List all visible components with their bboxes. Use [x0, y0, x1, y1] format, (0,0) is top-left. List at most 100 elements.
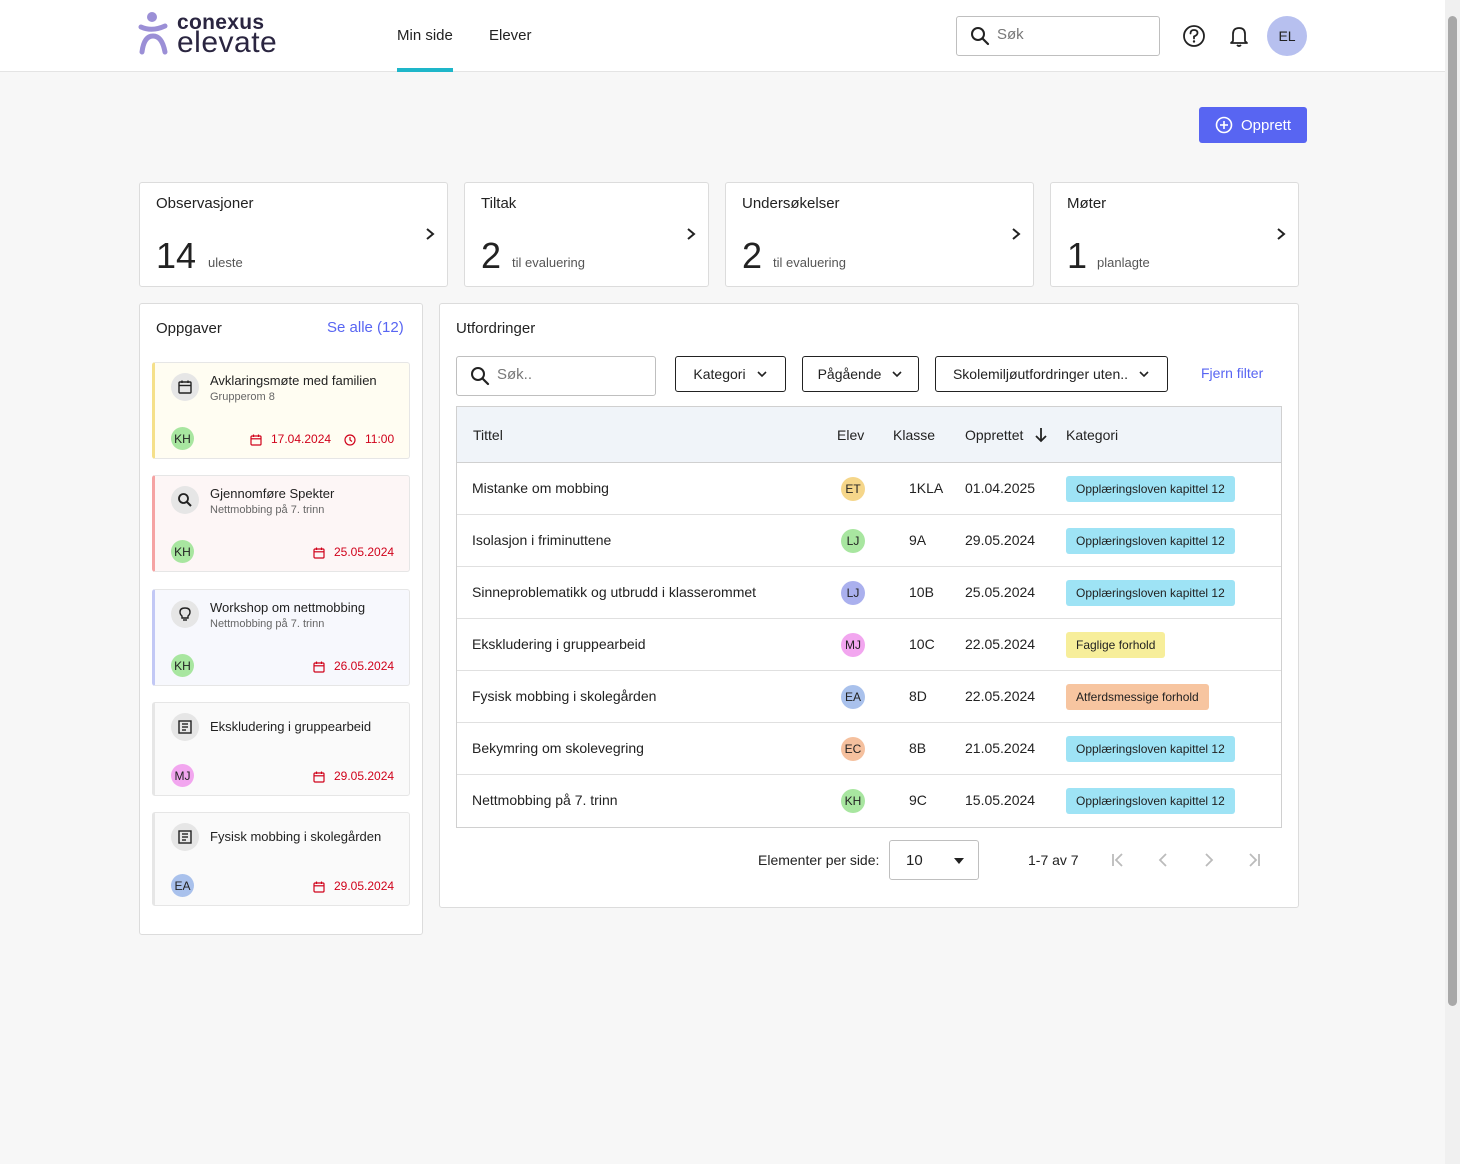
create-button-label: Opprett [1240, 116, 1292, 134]
create-button[interactable]: Opprett [1199, 107, 1307, 143]
task-card[interactable]: Avklaringsmøte med familien Grupperom 8 KH… [152, 362, 410, 459]
row-title: Mistanke om mobbing [472, 480, 609, 496]
chevron-down-icon [757, 371, 767, 378]
task-card[interactable]: Ekskludering i gruppearbeid MJ 29.05.2024 [152, 702, 410, 796]
table-row[interactable]: Nettmobbing på 7. trinn KH 9C 15.05.2024 Opp… [457, 775, 1281, 827]
table-header: Tittel Elev Klasse Opprettet Kategori [457, 407, 1281, 463]
avatar: KH [171, 540, 194, 563]
per-page-label: Elementer per side: [758, 852, 880, 868]
card-tiltak[interactable]: Tiltak 2 til evaluering [464, 182, 709, 287]
avatar: KH [841, 789, 865, 813]
task-card[interactable]: Gjennomføre Spekter Nettmobbing på 7. tri… [152, 475, 410, 572]
plus-circle-icon [1215, 116, 1233, 134]
card-moter[interactable]: Møter 1 planlagte [1050, 182, 1299, 287]
column-header-kategori[interactable]: Kategori [1066, 427, 1119, 443]
table-row[interactable]: Fysisk mobbing i skolegården EA 8D 22.05.20… [457, 671, 1281, 723]
sort-arrow-down-icon[interactable] [1034, 427, 1048, 443]
task-card[interactable]: Fysisk mobbing i skolegården EA 29.05.2024 [152, 812, 410, 906]
task-subtitle: Nettmobbing på 7. trinn [210, 618, 325, 630]
nav-tab-elever[interactable]: Elever [489, 27, 532, 72]
clear-filter-link[interactable]: Fjern filter [1201, 365, 1264, 381]
table-row[interactable]: Bekymring om skolevegring EC 8B 21.05.2024 O… [457, 723, 1281, 775]
row-klasse: 10C [909, 636, 935, 652]
page-range: 1-7 av 7 [1028, 852, 1079, 868]
card-title: Tiltak [481, 195, 517, 212]
nav-tab-label: Min side [397, 27, 453, 44]
row-date: 22.05.2024 [965, 688, 1036, 704]
filter-kategori[interactable]: Kategori [675, 356, 786, 392]
filter-type[interactable]: Skolemiljøutfordringer uten.. [935, 356, 1168, 392]
row-klasse: 8B [909, 740, 927, 756]
form-icon [171, 713, 199, 741]
row-klasse: 1KLA [909, 480, 944, 496]
category-tag: Opplæringsloven kapittel 12 [1066, 736, 1235, 762]
avatar: LJ [841, 581, 865, 605]
category-tag: Opplæringsloven kapittel 12 [1066, 476, 1235, 502]
chevron-right-icon [1277, 228, 1286, 240]
row-klasse: 8D [909, 688, 927, 704]
card-observasjoner[interactable]: Observasjoner 14 uleste [139, 182, 448, 287]
table-row[interactable]: Sinneproblematikk og utbrudd i klasserom… [457, 567, 1281, 619]
chevron-down-icon [892, 371, 902, 378]
challenges-search[interactable] [456, 356, 656, 396]
challenges-panel-title: Utfordringer [456, 320, 536, 337]
table-row[interactable]: Mistanke om mobbing ET 1KLA 01.04.2025 Opplæ… [457, 463, 1281, 515]
chevron-right-icon [426, 228, 435, 240]
row-title: Isolasjon i friminuttene [472, 532, 612, 548]
global-search[interactable] [956, 16, 1160, 56]
column-header-tittel[interactable]: Tittel [473, 427, 503, 443]
previous-page-icon[interactable] [1153, 850, 1173, 870]
column-header-klasse[interactable]: Klasse [893, 427, 936, 443]
first-page-icon[interactable] [1108, 850, 1128, 870]
brand-top: conexus [177, 11, 265, 34]
per-page-select[interactable]: 10 [889, 840, 979, 880]
challenges-search-input[interactable] [497, 366, 647, 383]
row-date: 22.05.2024 [965, 636, 1036, 652]
table-row[interactable]: Isolasjon i friminuttene LJ 9A 29.05.2024 Op… [457, 515, 1281, 567]
task-date: 26.05.2024 [334, 659, 395, 673]
task-time: 11:00 [365, 432, 395, 446]
avatar: KH [171, 654, 194, 677]
chevron-right-icon [1012, 228, 1021, 240]
calendar-icon [313, 880, 325, 898]
page-scrollbar[interactable] [1445, 0, 1460, 1164]
help-button[interactable] [1180, 22, 1208, 50]
card-subtitle: til evaluering [773, 255, 846, 270]
per-page-value: 10 [906, 852, 923, 869]
last-page-icon[interactable] [1244, 850, 1264, 870]
help-icon [1183, 25, 1205, 47]
nav-tab-min-side[interactable]: Min side [397, 27, 453, 72]
avatar: EC [841, 737, 865, 761]
row-title: Nettmobbing på 7. trinn [472, 792, 618, 808]
challenges-table: Tittel Elev Klasse Opprettet Kategori Mi… [456, 406, 1282, 828]
table-row[interactable]: Ekskludering i gruppearbeid MJ 10C 22.05.20… [457, 619, 1281, 671]
user-avatar[interactable]: EL [1267, 16, 1307, 56]
task-card[interactable]: Workshop om nettmobbing Nettmobbing på 7.… [152, 589, 410, 686]
column-header-elev[interactable]: Elev [837, 427, 865, 443]
card-undersokelser[interactable]: Undersøkelser 2 til evaluering [725, 182, 1034, 287]
card-subtitle: planlagte [1097, 255, 1150, 270]
scrollbar-thumb[interactable] [1448, 16, 1457, 1006]
tasks-panel-title: Oppgaver [156, 320, 222, 337]
see-all-link[interactable]: Se alle (12) [327, 319, 404, 336]
avatar: KH [171, 427, 194, 450]
row-klasse: 9A [909, 532, 927, 548]
card-subtitle: uleste [208, 255, 243, 270]
task-date: 17.04.2024 [271, 432, 332, 446]
form-icon [171, 823, 199, 851]
card-count: 1 [1067, 235, 1088, 276]
filter-status[interactable]: Pågående [802, 356, 919, 392]
filter-label: Skolemiljøutfordringer uten.. [952, 366, 1129, 382]
category-tag: Faglige forhold [1066, 632, 1166, 658]
next-page-icon[interactable] [1199, 850, 1219, 870]
row-title: Ekskludering i gruppearbeid [472, 636, 646, 652]
task-date: 29.05.2024 [334, 879, 395, 893]
card-count: 2 [742, 235, 763, 276]
row-date: 21.05.2024 [965, 740, 1036, 756]
task-title: Fysisk mobbing i skolegården [210, 829, 382, 844]
global-search-input[interactable] [997, 26, 1147, 43]
column-header-opprettet[interactable]: Opprettet [965, 427, 1024, 443]
notifications-button[interactable] [1225, 22, 1253, 50]
logo[interactable]: conexus elevate [138, 10, 298, 60]
calendar-icon [313, 770, 325, 788]
